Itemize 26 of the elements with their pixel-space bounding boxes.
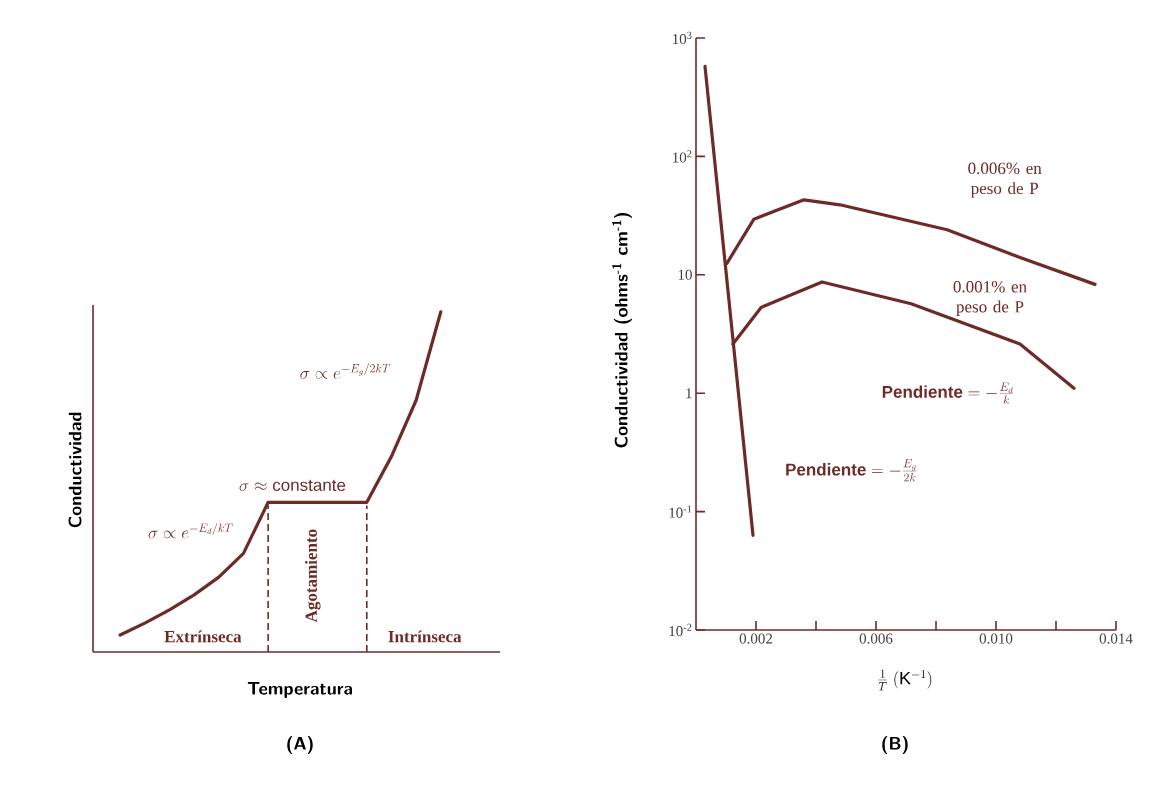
x-tick-label: 0.002 — [739, 633, 773, 644]
x-tick-label: 0.010 — [979, 633, 1013, 644]
annotation: $\mathrm{\mathbf{Pendiente}} = -\frac{E_d}{k}$ — [882, 382, 1014, 404]
y-axis-title: Conductividad (ohms$^{-1}$ cm$^{-1}$) — [612, 213, 632, 448]
annotation: $\mathrm{\mathbf{Pendiente}} = -\frac{E_g}{2k}$ — [786, 458, 917, 482]
x-tick-label: 0.014 — [1099, 633, 1133, 644]
text: 0.006% en peso de P — [968, 162, 1042, 198]
series-label: 0.001% en peso de P — [953, 281, 1027, 316]
annotation: Intrínseca — [388, 630, 462, 643]
y-tick-label: 10$^{2}$ — [673, 150, 692, 163]
y-axis-title: Conductividad — [68, 412, 82, 528]
annotation: Agotamiento — [305, 529, 321, 623]
y-tick-label: 10 — [678, 269, 692, 280]
annotation: $\sigma \propto e^{-E_d/kT}$ — [148, 522, 233, 539]
text: (B) — [882, 735, 908, 754]
x-axis-title: $\frac{1}{T}\;(\mathrm{K}^{-1})$ — [878, 669, 932, 691]
y-tick-label: 1 — [686, 388, 692, 399]
x-axis-title: Temperatura — [247, 682, 353, 698]
x-tick-label: 0.006 — [859, 633, 893, 644]
text: (A) — [287, 735, 313, 754]
annotation: $\sigma \propto e^{-E_g/2kT}$ — [300, 363, 391, 379]
annotation: $\sigma \approx \mathrm{constante}$ — [239, 479, 346, 492]
annotation: Extrínseca — [164, 630, 242, 643]
y-tick-label: 10$^{-2}$ — [669, 623, 692, 637]
y-tick-label: 10$^{3}$ — [673, 31, 692, 45]
y-tick-label: 10$^{-1}$ — [669, 505, 692, 518]
